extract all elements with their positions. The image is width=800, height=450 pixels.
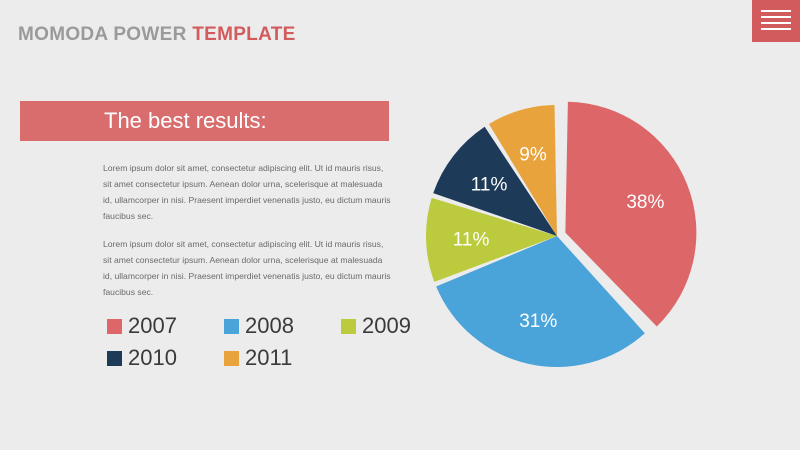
results-banner: The best results: — [20, 101, 389, 141]
pie-label-2007: 38% — [626, 192, 664, 213]
pie-slice-2011 — [488, 105, 557, 236]
legend-item-2009: 2009 — [341, 313, 411, 338]
legend-item-2011: 2011 — [224, 345, 293, 370]
pie-slice-2010 — [433, 126, 557, 236]
menu-button[interactable] — [752, 0, 800, 42]
pie-slice-2009 — [426, 197, 557, 282]
legend-item-2008: 2008 — [224, 313, 294, 338]
pie-label-2008: 31% — [519, 311, 557, 332]
legend-swatch-2007 — [107, 318, 122, 334]
pie-label-2009: 11% — [453, 230, 490, 251]
legend-swatch-2008 — [224, 318, 239, 334]
legend-swatch-2009 — [341, 318, 356, 334]
legend-item-2010: 2010 — [107, 345, 177, 370]
banner-title: The best results: — [104, 108, 267, 133]
legend-swatch-2011 — [224, 350, 239, 366]
page-title-main: MOMODA POWER — [18, 24, 187, 45]
pie-label-2011: 9% — [519, 144, 547, 165]
pie-slice-2007 — [565, 101, 697, 327]
page-title: MOMODA POWER TEMPLATE — [18, 24, 296, 46]
legend-label-2011: 2011 — [245, 345, 293, 370]
legend-label-2010: 2010 — [128, 345, 177, 370]
legend-item-2007: 2007 — [107, 313, 177, 338]
body-paragraph: Lorem ipsum dolor sit amet, consectetur … — [103, 239, 391, 297]
legend-label-2008: 2008 — [245, 313, 294, 338]
pie-slice-2008 — [436, 236, 645, 367]
legend-swatch-2010 — [107, 350, 122, 366]
legend-label-2007: 2007 — [128, 313, 177, 338]
legend-label-2009: 2009 — [362, 313, 411, 338]
page-title-accent: TEMPLATE — [192, 24, 296, 45]
pie-label-2010: 11% — [471, 174, 508, 195]
body-paragraph: Lorem ipsum dolor sit amet, consectetur … — [103, 163, 391, 221]
